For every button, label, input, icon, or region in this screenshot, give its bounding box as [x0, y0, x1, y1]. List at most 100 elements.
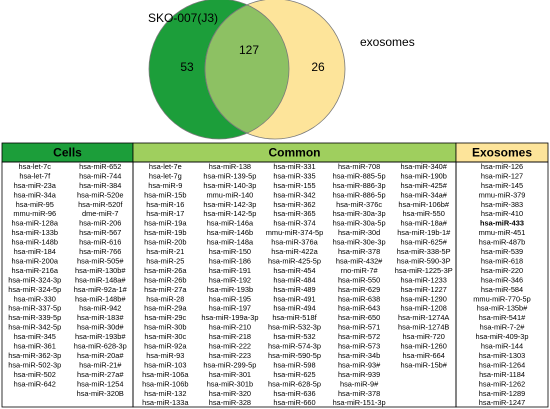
mirna-name: hsa-miR-103 [144, 360, 186, 369]
mirna-name: hsa-miR-942 [79, 304, 121, 313]
mirna-name: hsa-miR-422a [271, 247, 318, 256]
mirna-name: hsa-miR-346 [481, 275, 523, 284]
mirna-name: hsa-miR-130b# [75, 266, 126, 275]
mirna-name: hsa-miR-939 [338, 370, 380, 379]
mirna-name: hsa-miR-21# [79, 360, 122, 369]
mirna-name: hsa-miR-133b [12, 228, 58, 237]
mirna-name: hsa-miR-598 [273, 360, 315, 369]
mirna-name: hsa-miR-1254 [77, 379, 123, 388]
mirna-name: hsa-miR-425# [400, 181, 447, 190]
mirna-name: hsa-miR-190b [400, 171, 446, 180]
mirna-name: hsa-miR-25 [146, 256, 184, 265]
mirna-name: hsa-miR-183# [77, 313, 124, 322]
mirna-name: hsa-miR-491 [273, 294, 315, 303]
mirna-name: hsa-miR-433 [480, 219, 524, 228]
mirna-name: hsa-miR-616 [79, 238, 121, 247]
mirna-name: hsa-miR-132 [144, 389, 186, 398]
mirna-name: hsa-miR-362-3p [8, 351, 61, 360]
mirna-name: hsa-miR-34b [338, 351, 380, 360]
mirna-name: hsa-miR-301 [209, 370, 251, 379]
mirna-name: hsa-miR-26b [144, 275, 186, 284]
mirna-name: hsa-miR-19a [144, 219, 187, 228]
mirna-name: hsa-miR-320 [209, 389, 251, 398]
group-body [455, 161, 549, 408]
mirna-name: hsa-miR-144 [481, 342, 523, 351]
mirna-name: hsa-miR-127 [481, 171, 523, 180]
mirna-name: hsa-miR-1274B [398, 323, 449, 332]
mirna-name: mmu-miR-770-5p [473, 294, 531, 303]
mirna-name: hsa-miR-376c [336, 200, 382, 209]
mirna-name: hsa-miR-30c [144, 332, 186, 341]
mirna-name: hsa-miR-494 [273, 304, 315, 313]
mirna-name: hsa-miR-324-3p [8, 275, 61, 284]
mirna-name: hsa-miR-192 [209, 275, 251, 284]
mirna-name: hsa-miR-532 [273, 332, 315, 341]
mirna-name: hsa-let-7c [19, 162, 52, 171]
mirna-name: mmu-miR-96 [13, 209, 56, 218]
mirna-name: hsa-miR-106b [142, 379, 188, 388]
mirna-name: hsa-miR-92a [144, 342, 187, 351]
mirna-name: hsa-miR-142-3p [203, 200, 256, 209]
overlap-count: 127 [239, 43, 259, 57]
mirna-name: hsa-miR-18a# [400, 219, 447, 228]
mirna-name: hsa-miR-220 [481, 266, 523, 275]
mirna-name: hsa-miR-652 [79, 162, 121, 171]
mirna-name: hsa-miR-30d# [77, 323, 124, 332]
mirna-name: hsa-miR-126 [481, 162, 523, 171]
mirna-name: hsa-miR-324-5p [8, 285, 61, 294]
mirna-name: hsa-miR-95 [16, 200, 54, 209]
right-outline [204, 0, 346, 140]
mirna-name: hsa-miR-1225-3P [395, 266, 453, 275]
mirna-name: hsa-miR-128a [12, 219, 59, 228]
mirna-name: hsa-miR-337-5p [8, 304, 61, 313]
mirna-name: hsa-miR-193b [207, 285, 253, 294]
mirna-name: hsa-miR-106b# [398, 200, 449, 209]
mirna-name: mmu-miR-140 [206, 190, 253, 199]
mirna-name: hsa-miR-320B [77, 389, 124, 398]
mirna-name: hsa-let-7g [149, 171, 182, 180]
mirna-name: hsa-miR-625 [273, 370, 315, 379]
mirna-name: hsa-miR-502-3p [8, 360, 61, 369]
mirna-name: mmu-miR-451 [479, 228, 526, 237]
mirna-name: hsa-miR-484 [273, 275, 315, 284]
mirna-name: hsa-miR-206 [79, 219, 121, 228]
mirna-name: hsa-miR-590-3P [397, 256, 451, 265]
mirna-name: hsa-miR-146b [207, 228, 253, 237]
mirna-name: hsa-miR-628-3p [74, 342, 127, 351]
mirna-name: hsa-miR-1303 [479, 351, 525, 360]
mirna-name: hsa-miR-195 [209, 294, 251, 303]
mirna-name: hsa-miR-487b [479, 238, 525, 247]
mirna-name: dme-miR-7 [82, 209, 119, 218]
mirna-name: hsa-miR-708 [338, 162, 380, 171]
left-label: SKO-007(J3) [148, 11, 218, 25]
mirna-name: hsa-miR-15b [144, 190, 186, 199]
mirna-name: hsa-miR-886-5p [333, 190, 386, 199]
group-title: Exosomes [472, 146, 532, 160]
mirna-name: hsa-miR-145 [481, 181, 523, 190]
mirna-name: hsa-miR-1233 [400, 275, 446, 284]
mirna-name: hsa-miR-186 [209, 256, 251, 265]
mirna-name: hsa-miR-339-5p [8, 313, 61, 322]
mirna-name: hsa-miR-222 [209, 342, 251, 351]
mirna-name: hsa-miR-574-3p [268, 342, 321, 351]
mirna-name: hsa-miR-148b# [75, 294, 126, 303]
mirna-name: hsa-miR-573 [338, 342, 380, 351]
mirna-name: hsa-miR-618 [481, 256, 523, 265]
mirna-name: hsa-miR-1260 [400, 342, 446, 351]
mirna-name: hsa-miR-642 [14, 379, 56, 388]
mirna-name: hsa-miR-135b# [477, 304, 528, 313]
group-title: Common [269, 146, 321, 160]
mirna-name: hsa-miR-193b# [75, 332, 126, 341]
mirna-name: hsa-miR-93 [146, 351, 184, 360]
mirna-name: hsa-miR-30b [144, 323, 186, 332]
mirna-name: hsa-miR-625# [400, 238, 447, 247]
mirna-name: hsa-miR-376a [271, 238, 318, 247]
mirna-name: hsa-miR-148a# [75, 275, 126, 284]
mirna-name: hsa-miR-378 [338, 389, 380, 398]
mirna-name: hsa-miR-365 [273, 209, 315, 218]
mirna-name: hsa-miR-23a [14, 181, 57, 190]
mirna-name: hsa-miR-409-3p [476, 332, 529, 341]
mirna-name: hsa-miR-550 [403, 209, 445, 218]
mirna-name: hsa-miR-139-5p [203, 171, 256, 180]
